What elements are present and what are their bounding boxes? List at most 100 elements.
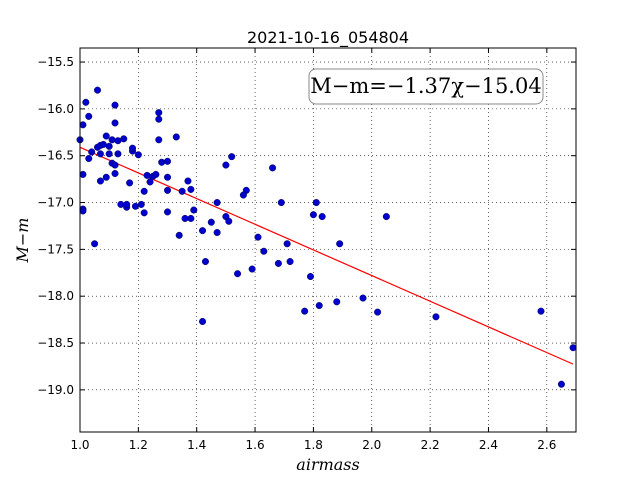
- data-point: [190, 206, 198, 214]
- data-point: [213, 229, 221, 237]
- data-point: [222, 161, 230, 169]
- x-tick-label: 1.0: [70, 438, 89, 452]
- plot-frame: [79, 47, 577, 433]
- data-point: [96, 177, 104, 185]
- data-point: [260, 247, 268, 255]
- data-point: [187, 214, 195, 222]
- y-tick-label: −16.5: [37, 149, 74, 163]
- data-point: [137, 200, 145, 208]
- data-point: [228, 153, 236, 161]
- data-point: [126, 179, 134, 187]
- data-point: [269, 164, 277, 172]
- data-point: [181, 214, 189, 222]
- plot-area: [76, 86, 577, 388]
- data-point: [199, 227, 207, 235]
- data-point: [79, 170, 87, 178]
- data-point: [309, 211, 317, 219]
- data-point: [199, 317, 207, 325]
- data-point: [187, 185, 195, 193]
- data-point: [129, 144, 137, 152]
- data-point: [85, 155, 93, 163]
- annotation-box: [308, 68, 544, 105]
- annotation-equation: M−m=−1.37χ−15.04: [310, 74, 541, 98]
- data-point: [184, 177, 192, 185]
- data-point: [111, 161, 119, 169]
- data-point: [79, 207, 87, 215]
- data-point: [318, 213, 326, 221]
- data-point: [114, 150, 122, 158]
- x-tick-label: 2.4: [479, 438, 498, 452]
- data-point: [105, 142, 113, 150]
- data-point: [152, 170, 160, 178]
- data-point: [108, 136, 116, 144]
- data-point: [306, 273, 314, 281]
- data-point: [248, 265, 256, 273]
- y-tick-label: −18.0: [37, 289, 74, 303]
- data-point: [155, 109, 163, 117]
- data-point: [102, 132, 110, 140]
- y-tick-label: −17.5: [37, 242, 74, 256]
- data-point: [146, 178, 154, 186]
- data-point: [158, 158, 166, 166]
- data-point: [134, 151, 142, 159]
- data-point: [102, 173, 110, 181]
- data-point: [96, 150, 104, 158]
- data-point: [140, 187, 148, 195]
- x-tick-label: 1.4: [187, 438, 206, 452]
- y-tick-label: −15.5: [37, 55, 74, 69]
- data-point: [557, 380, 565, 388]
- data-point: [143, 171, 151, 179]
- data-point: [312, 199, 320, 207]
- data-point: [234, 270, 242, 278]
- grid: [80, 48, 576, 432]
- data-point: [155, 136, 163, 144]
- data-point: [88, 148, 96, 156]
- data-point: [242, 186, 250, 194]
- x-tick-label: 2.2: [421, 438, 440, 452]
- data-point: [201, 258, 209, 266]
- data-point: [111, 101, 119, 109]
- x-tick-label: 2.0: [362, 438, 381, 452]
- data-point: [286, 258, 294, 266]
- data-point: [432, 313, 440, 321]
- data-point: [82, 98, 90, 106]
- data-point: [283, 240, 291, 248]
- data-point: [374, 308, 382, 316]
- data-point: [175, 231, 183, 239]
- data-point: [359, 294, 367, 302]
- data-point: [336, 240, 344, 248]
- ticks: 1.0 1.2 1.4 1.6 1.8 2.0 2.2 2.4 2.6 −15.5 −16.0 −16…: [37, 48, 576, 452]
- data-point: [105, 150, 113, 158]
- data-point: [164, 157, 172, 165]
- chart-title: 2021-10-16_054804: [247, 28, 409, 48]
- x-tick-label: 1.6: [246, 438, 265, 452]
- data-point: [569, 344, 577, 352]
- data-point: [301, 307, 309, 315]
- data-point: [120, 135, 128, 143]
- data-point: [382, 213, 390, 221]
- data-point: [155, 115, 163, 123]
- data-point: [172, 133, 180, 141]
- x-tick-label: 1.8: [304, 438, 323, 452]
- data-point: [85, 112, 93, 120]
- data-point: [207, 218, 215, 226]
- data-point: [178, 187, 186, 195]
- data-point: [117, 200, 125, 208]
- data-point: [315, 302, 323, 310]
- data-point: [333, 298, 341, 306]
- data-point: [111, 170, 119, 178]
- data-point: [94, 86, 102, 94]
- data-point: [225, 217, 233, 225]
- data-point: [164, 186, 172, 194]
- data-point: [131, 202, 139, 210]
- x-tick-label: 1.2: [129, 438, 148, 452]
- y-axis-label: M−m: [13, 218, 32, 264]
- data-point: [123, 200, 131, 208]
- x-tick-label: 2.6: [537, 438, 556, 452]
- y-tick-label: −18.5: [37, 336, 74, 350]
- data-point: [164, 173, 172, 181]
- y-tick-label: −19.0: [37, 383, 74, 397]
- x-axis-label: airmass: [296, 455, 359, 474]
- data-point: [91, 240, 99, 248]
